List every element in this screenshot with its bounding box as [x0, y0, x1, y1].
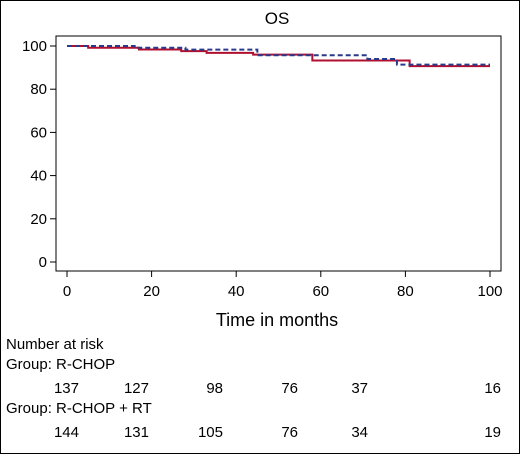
- x-axis-label: Time in months: [216, 310, 338, 330]
- risk-count: 37: [351, 380, 368, 397]
- x-tick-label: 60: [312, 283, 329, 300]
- plot-frame: [55, 35, 502, 272]
- risk-group-label-r-chop-rt: Group: R-CHOP + RT: [6, 400, 152, 417]
- y-tick-label: 100: [22, 38, 47, 55]
- x-tick-label: 100: [477, 283, 502, 300]
- risk-count: 34: [351, 424, 368, 441]
- survival-line-r-chop-rt: [67, 45, 490, 66]
- survival-line-r-chop: [67, 45, 490, 68]
- risk-counts: 137 127 98 76 37 16 144 131 105 76 34 19: [54, 380, 501, 441]
- risk-count: 76: [281, 424, 298, 441]
- y-tick-label: 40: [30, 168, 47, 185]
- axes-layer: 0 20 40 60 80 100 0 20 40 60 80 100: [22, 35, 503, 300]
- x-tick-label: 0: [63, 283, 71, 300]
- risk-count: 144: [54, 424, 79, 441]
- risk-count: 137: [54, 380, 79, 397]
- risk-count: 98: [206, 380, 223, 397]
- x-tick-label: 40: [228, 283, 245, 300]
- y-tick-label: 20: [30, 211, 47, 228]
- risk-count: 131: [124, 424, 149, 441]
- risk-count: 105: [198, 424, 223, 441]
- y-tick-label: 60: [30, 124, 47, 141]
- x-tick-label: 80: [397, 283, 414, 300]
- risk-table-heading: Number at risk: [6, 336, 104, 353]
- risk-group-label-r-chop: Group: R-CHOP: [6, 356, 115, 373]
- y-tick-label: 80: [30, 81, 47, 98]
- risk-count: 127: [124, 380, 149, 397]
- y-tick-label: 0: [39, 254, 47, 271]
- chart-title: OS: [265, 9, 290, 28]
- risk-count: 76: [281, 380, 298, 397]
- x-tick-label: 20: [143, 283, 160, 300]
- risk-count: 19: [484, 424, 501, 441]
- risk-count: 16: [484, 380, 501, 397]
- survival-curves: [67, 45, 490, 68]
